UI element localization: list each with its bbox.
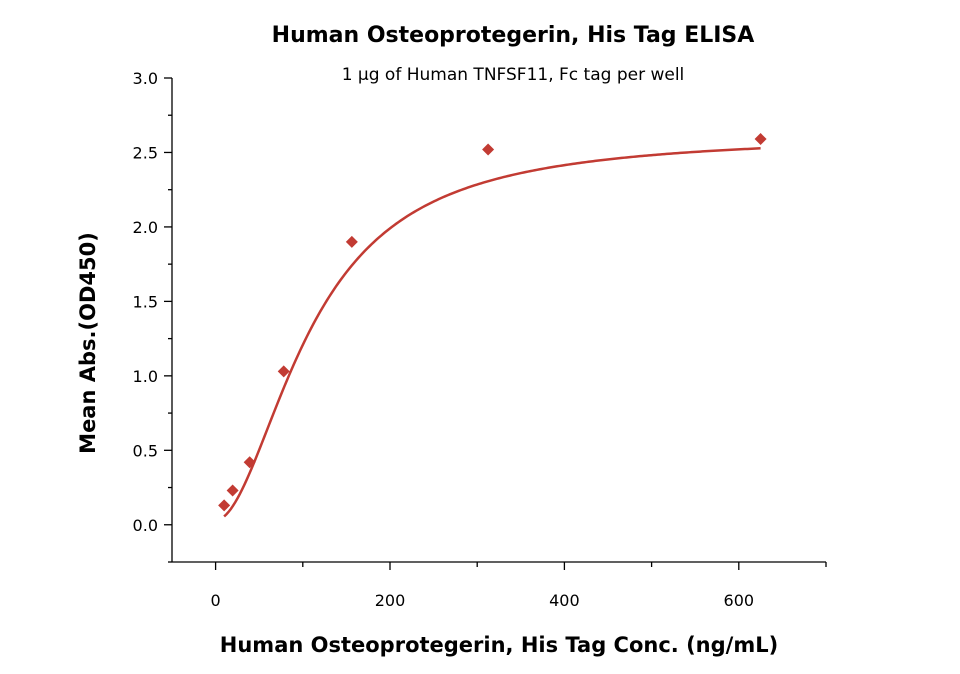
data-point: [218, 499, 231, 512]
x-axis-title: Human Osteoprotegerin, His Tag Conc. (ng…: [220, 633, 778, 657]
y-tick-label: 0.0: [133, 516, 158, 535]
y-tick-label: 1.5: [133, 292, 158, 311]
y-axis: 0.0 0.5 1.0 1.5 2.0 2.5 3.0: [133, 69, 173, 563]
y-axis-title: Mean Abs.(OD450): [76, 232, 100, 454]
data-point: [345, 235, 358, 248]
plot-series: [218, 133, 767, 518]
y-tick-label: 1.0: [133, 367, 158, 386]
data-point: [754, 133, 767, 146]
fit-curve: [223, 147, 761, 518]
data-point: [277, 365, 290, 378]
chart-title: Human Osteoprotegerin, His Tag ELISA: [272, 23, 755, 48]
x-tick-label: 200: [375, 591, 406, 610]
data-point: [482, 143, 495, 156]
y-tick-label: 2.5: [133, 143, 158, 162]
data-point: [226, 484, 239, 497]
y-tick-label: 3.0: [133, 69, 158, 88]
x-tick-label: 600: [724, 591, 755, 610]
chart-subtitle: 1 μg of Human TNFSF11, Fc tag per well: [342, 65, 685, 85]
x-tick-label: 0: [211, 591, 221, 610]
y-tick-label: 2.0: [133, 218, 158, 237]
y-tick-label: 0.5: [133, 441, 158, 460]
data-point: [243, 456, 256, 469]
x-axis: 0 200 400 600: [172, 561, 827, 610]
x-tick-label: 400: [549, 591, 580, 610]
